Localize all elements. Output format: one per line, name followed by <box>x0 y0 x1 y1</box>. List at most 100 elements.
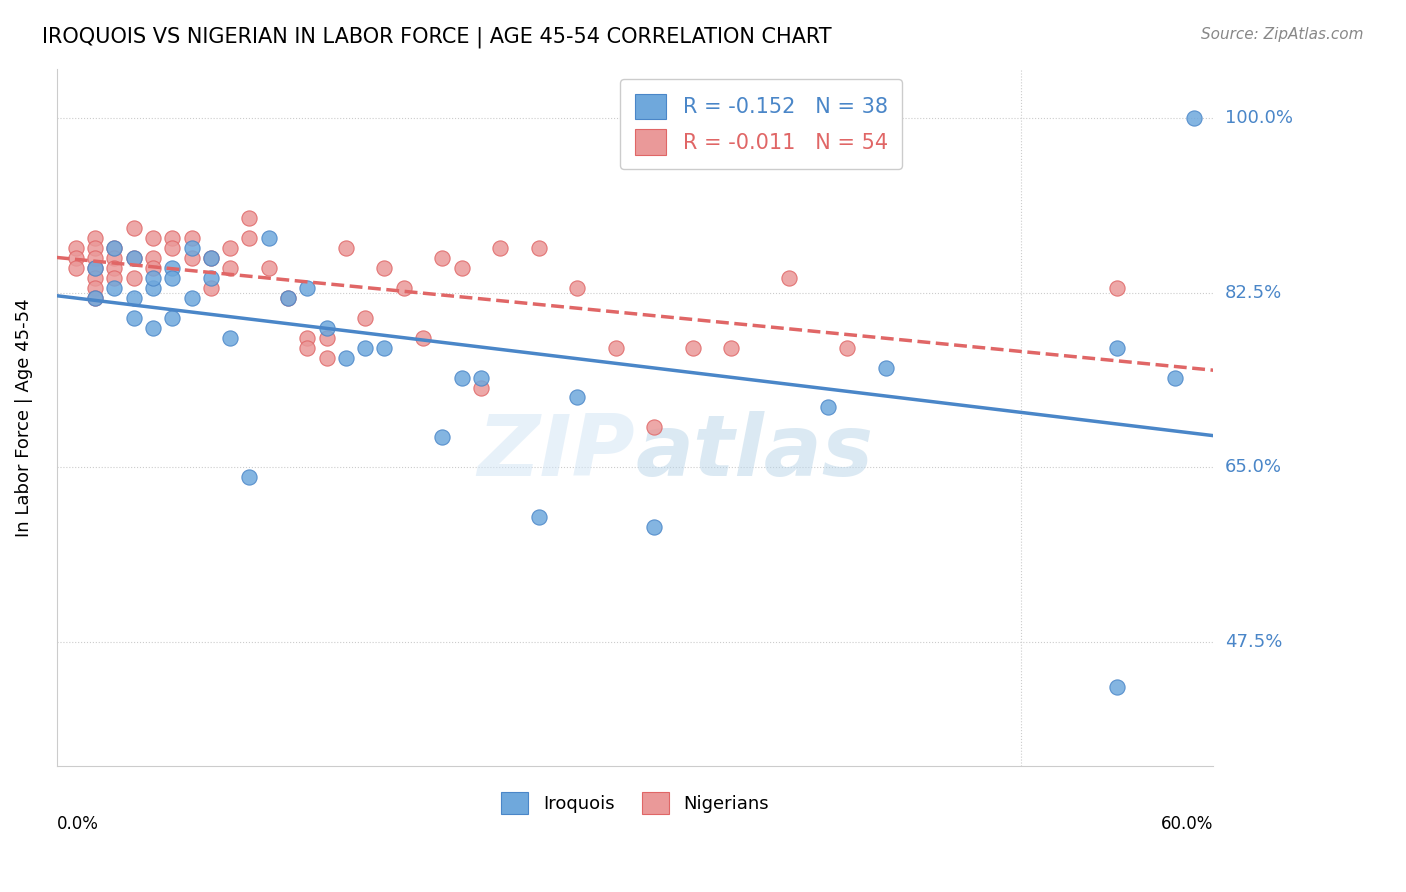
Point <box>84 271 107 285</box>
Point <box>65 241 87 255</box>
Text: IROQUOIS VS NIGERIAN IN LABOR FORCE | AGE 45-54 CORRELATION CHART: IROQUOIS VS NIGERIAN IN LABOR FORCE | AG… <box>42 27 832 48</box>
Point <box>142 251 165 265</box>
Point <box>84 291 107 305</box>
Text: Source: ZipAtlas.com: Source: ZipAtlas.com <box>1201 27 1364 42</box>
Point <box>470 380 492 394</box>
Point <box>103 241 125 255</box>
Point <box>122 271 145 285</box>
Point <box>373 260 395 275</box>
Point <box>180 231 202 245</box>
Point <box>65 260 87 275</box>
Point <box>778 271 800 285</box>
Text: 47.5%: 47.5% <box>1225 632 1282 650</box>
Point <box>162 310 184 325</box>
Point <box>297 281 319 295</box>
Point <box>875 360 897 375</box>
Point <box>162 260 184 275</box>
Point <box>84 281 107 295</box>
Point <box>103 260 125 275</box>
Point <box>162 271 184 285</box>
Point <box>605 341 627 355</box>
Text: ZIP: ZIP <box>478 411 636 494</box>
Point <box>450 260 472 275</box>
Point <box>257 231 280 245</box>
Point <box>219 241 242 255</box>
Point <box>277 291 299 305</box>
Point <box>470 370 492 384</box>
Legend: Iroquois, Nigerians: Iroquois, Nigerians <box>489 780 782 827</box>
Point <box>180 251 202 265</box>
Point <box>200 251 222 265</box>
Point <box>817 401 839 415</box>
Point <box>200 271 222 285</box>
Point <box>142 320 165 334</box>
Point <box>142 271 165 285</box>
Point <box>1164 370 1187 384</box>
Point <box>373 341 395 355</box>
Point <box>122 221 145 235</box>
Point <box>162 231 184 245</box>
Point <box>142 260 165 275</box>
Point <box>297 331 319 345</box>
Point <box>84 241 107 255</box>
Point <box>219 331 242 345</box>
Point <box>1105 281 1128 295</box>
Point <box>1105 680 1128 694</box>
Point <box>122 251 145 265</box>
Point <box>200 281 222 295</box>
Point <box>103 241 125 255</box>
Text: 100.0%: 100.0% <box>1225 110 1292 128</box>
Point <box>720 341 742 355</box>
Point <box>219 260 242 275</box>
Text: 60.0%: 60.0% <box>1161 815 1213 833</box>
Point <box>315 320 337 334</box>
Point <box>65 251 87 265</box>
Point <box>277 291 299 305</box>
Point <box>84 260 107 275</box>
Text: atlas: atlas <box>636 411 873 494</box>
Point <box>162 241 184 255</box>
Point <box>1105 341 1128 355</box>
Point <box>682 341 704 355</box>
Point <box>643 420 665 434</box>
Point <box>84 291 107 305</box>
Point <box>527 510 550 524</box>
Point <box>432 430 454 444</box>
Point <box>450 370 472 384</box>
Point <box>315 351 337 365</box>
Text: 0.0%: 0.0% <box>56 815 98 833</box>
Point <box>238 470 260 484</box>
Text: 82.5%: 82.5% <box>1225 284 1282 301</box>
Point <box>392 281 415 295</box>
Point <box>103 271 125 285</box>
Point <box>84 231 107 245</box>
Point <box>837 341 859 355</box>
Point <box>432 251 454 265</box>
Point <box>567 281 589 295</box>
Point <box>489 241 512 255</box>
Point <box>315 331 337 345</box>
Point <box>335 351 357 365</box>
Point <box>122 291 145 305</box>
Point <box>103 281 125 295</box>
Point <box>257 260 280 275</box>
Point <box>643 520 665 534</box>
Point <box>354 341 377 355</box>
Point <box>354 310 377 325</box>
Point <box>335 241 357 255</box>
Point <box>238 231 260 245</box>
Text: 65.0%: 65.0% <box>1225 458 1282 476</box>
Point <box>122 251 145 265</box>
Point <box>180 291 202 305</box>
Point <box>527 241 550 255</box>
Point <box>200 251 222 265</box>
Point <box>412 331 434 345</box>
Point <box>297 341 319 355</box>
Point <box>180 241 202 255</box>
Point <box>1182 112 1205 126</box>
Point <box>142 281 165 295</box>
Point <box>567 391 589 405</box>
Point <box>122 310 145 325</box>
Point <box>103 251 125 265</box>
Point <box>238 211 260 225</box>
